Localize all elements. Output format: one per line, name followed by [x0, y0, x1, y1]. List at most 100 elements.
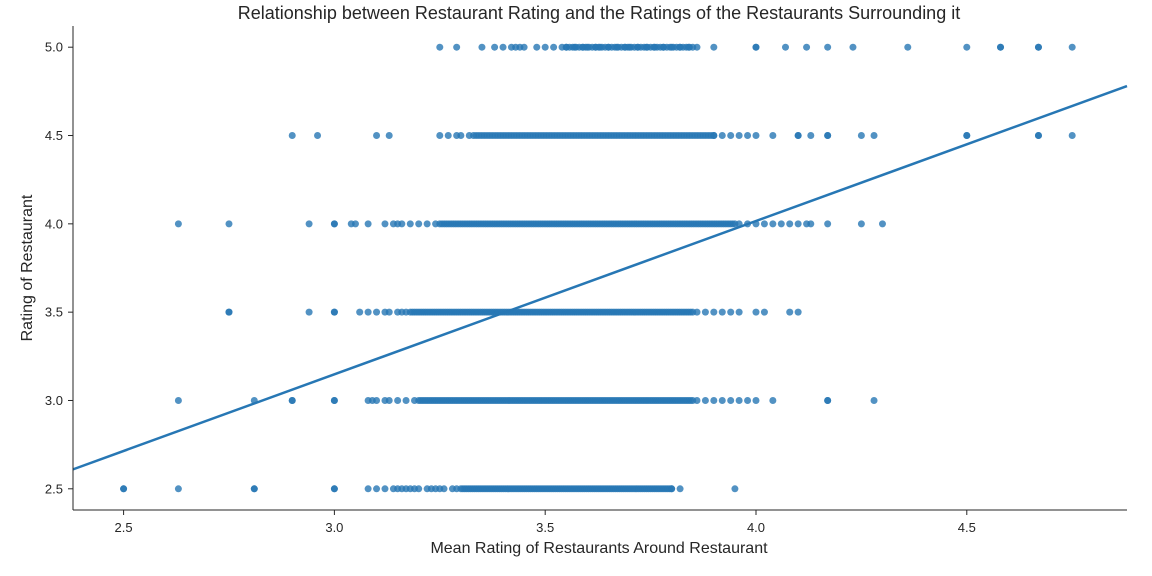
scatter-point: [710, 132, 718, 140]
scatter-point: [305, 308, 313, 316]
scatter-point: [478, 43, 486, 51]
scatter-row: [120, 485, 739, 493]
scatter-point: [735, 132, 743, 140]
scatter-point: [824, 220, 832, 228]
y-tick-label: 3.0: [45, 393, 63, 408]
scatter-point: [786, 220, 794, 228]
scatter-point: [710, 308, 718, 316]
scatter-point: [453, 485, 461, 493]
scatter-point: [693, 308, 701, 316]
scatter-point: [824, 396, 832, 404]
y-tick-label: 4.5: [45, 128, 63, 143]
scatter-point: [402, 308, 410, 316]
scatter-point: [807, 220, 815, 228]
scatter-point: [727, 308, 735, 316]
scatter-point: [457, 132, 465, 140]
scatter-point: [444, 132, 452, 140]
scatter-point: [744, 132, 752, 140]
scatter-point: [701, 396, 709, 404]
scatter-point: [533, 43, 541, 51]
scatter-point: [406, 220, 414, 228]
scatter-point: [520, 43, 528, 51]
y-tick-label: 3.5: [45, 305, 63, 320]
scatter-point: [626, 43, 634, 51]
scatter-point: [550, 43, 558, 51]
scatter-point: [718, 308, 726, 316]
scatter-point: [782, 43, 789, 51]
scatter-point: [604, 43, 612, 51]
scatter-point: [288, 396, 296, 404]
chart-title: Relationship between Restaurant Rating a…: [238, 3, 960, 23]
y-tick-label: 4.0: [45, 216, 63, 231]
scatter-point: [562, 43, 570, 51]
scatter-row: [436, 43, 1076, 51]
scatter-point: [225, 308, 233, 316]
scatter-point: [718, 132, 726, 140]
scatter-point: [330, 220, 338, 228]
scatter-point: [710, 43, 718, 51]
scatter-points: [120, 43, 1076, 493]
scatter-point: [769, 396, 777, 404]
scatter-point: [824, 132, 832, 140]
scatter-point: [250, 485, 258, 493]
scatter-point: [735, 308, 743, 316]
scatter-point: [752, 43, 760, 51]
scatter-point: [415, 220, 423, 228]
scatter-point: [693, 396, 701, 404]
scatter-point: [174, 485, 182, 493]
scatter-point: [769, 220, 777, 228]
x-tick-label: 3.0: [325, 520, 343, 535]
x-tick-label: 3.5: [536, 520, 554, 535]
y-tick-label: 2.5: [45, 481, 63, 496]
scatter-point: [752, 308, 760, 316]
scatter-point: [465, 132, 473, 140]
scatter-point: [760, 308, 768, 316]
scatter-point: [1034, 132, 1042, 140]
x-tick-label: 2.5: [115, 520, 133, 535]
scatter-point: [824, 43, 832, 51]
scatter-point: [394, 396, 402, 404]
scatter-point: [411, 396, 418, 404]
scatter-point: [613, 43, 621, 51]
scatter-point: [794, 132, 802, 140]
scatter-point: [432, 220, 440, 228]
scatter-point: [963, 132, 971, 140]
regression-line: [72, 84, 1128, 471]
scatter-point: [997, 43, 1005, 51]
scatter-point: [744, 396, 752, 404]
scatter-point: [225, 220, 233, 228]
scatter-point: [288, 132, 296, 140]
x-tick-label: 4.0: [747, 520, 765, 535]
scatter-point: [659, 43, 667, 51]
scatter-point: [693, 43, 701, 51]
scatter-point: [794, 220, 802, 228]
scatter-point: [668, 43, 676, 51]
scatter-point: [491, 43, 499, 51]
scatter-point: [330, 396, 338, 404]
y-tick-label: 5.0: [45, 40, 63, 55]
scatter-point: [878, 220, 886, 228]
scatter-point: [174, 220, 182, 228]
scatter-point: [381, 485, 389, 493]
scatter-point: [174, 396, 182, 404]
scatter-point: [402, 396, 410, 404]
scatter-point: [803, 43, 811, 51]
scatter-point: [676, 43, 684, 51]
scatter-point: [963, 43, 971, 51]
scatter-row: [288, 132, 1076, 140]
scatter-point: [1068, 43, 1076, 51]
scatter-point: [849, 43, 857, 51]
scatter-point: [356, 308, 364, 316]
scatter-point: [685, 43, 693, 51]
scatter-point: [807, 132, 815, 140]
y-axis-label: Rating of Restaurant: [19, 194, 36, 341]
scatter-point: [777, 220, 785, 228]
scatter-row: [174, 220, 886, 228]
scatter-point: [760, 220, 768, 228]
scatter-point: [373, 396, 381, 404]
scatter-point: [436, 43, 444, 51]
scatter-point: [727, 396, 735, 404]
scatter-point: [541, 43, 549, 51]
scatter-point: [415, 485, 423, 493]
